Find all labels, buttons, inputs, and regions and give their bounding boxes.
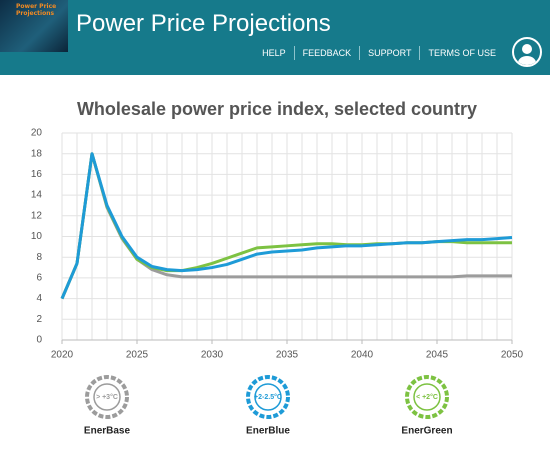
x-tick-label: 2025 [126, 350, 149, 361]
x-tick-label: 2050 [501, 350, 524, 361]
legend-item[interactable]: < +2°C EnerGreen [401, 375, 453, 437]
y-tick-label: 4 [36, 293, 42, 304]
legend-icon [246, 375, 290, 419]
logo-text: Power Price Projections [16, 3, 57, 17]
legend-icon-inner [254, 383, 282, 411]
legend-badge: +2-2.5°C [254, 393, 282, 401]
x-tick-label: 2040 [351, 350, 374, 361]
x-tick-label: 2020 [51, 350, 74, 361]
nav-link[interactable]: HELP [262, 48, 286, 58]
legend-label: EnerBase [84, 426, 131, 437]
legend-label: EnerGreen [401, 426, 452, 437]
header: Power Price Projections Power Price Proj… [0, 0, 550, 75]
legend-badge: < +2°C [416, 393, 438, 401]
legend-item[interactable]: > +3°C EnerBase [84, 375, 131, 437]
legend-label: EnerBlue [246, 426, 290, 437]
chart: Wholesale power price index, selected co… [31, 99, 524, 437]
nav-link[interactable]: TERMS OF USE [419, 46, 504, 60]
y-tick-label: 2 [36, 314, 42, 325]
y-tick-label: 16 [31, 169, 43, 180]
nav-link[interactable]: FEEDBACK [293, 46, 360, 60]
user-glyph [518, 44, 536, 65]
logo[interactable]: Power Price Projections [0, 0, 68, 52]
y-tick-label: 14 [31, 190, 43, 201]
user-icon[interactable] [512, 37, 542, 67]
y-tick-label: 20 [31, 128, 43, 139]
x-tick-label: 2030 [201, 350, 224, 361]
nav: HELP FEEDBACK SUPPORT TERMS OF USE [254, 46, 504, 60]
nav-link[interactable]: SUPPORT [359, 46, 419, 60]
chart-title: Wholesale power price index, selected co… [77, 99, 477, 119]
legend-icon-inner [93, 383, 121, 411]
x-tick-label: 2045 [426, 350, 449, 361]
app-title: Power Price Projections [76, 10, 331, 37]
y-tick-label: 8 [36, 252, 42, 263]
y-tick-label: 6 [36, 273, 42, 284]
legend-item[interactable]: +2-2.5°C EnerBlue [246, 375, 290, 437]
legend-icon-inner [413, 383, 441, 411]
legend-icon [405, 375, 449, 419]
y-tick-label: 10 [31, 231, 43, 242]
legend-badge: > +3°C [96, 393, 118, 401]
legend-icon [85, 375, 129, 419]
series-line [60, 152, 513, 300]
x-tick-label: 2035 [276, 350, 299, 361]
y-tick-label: 12 [31, 210, 43, 221]
y-tick-label: 0 [36, 335, 42, 346]
y-tick-label: 18 [31, 148, 43, 159]
